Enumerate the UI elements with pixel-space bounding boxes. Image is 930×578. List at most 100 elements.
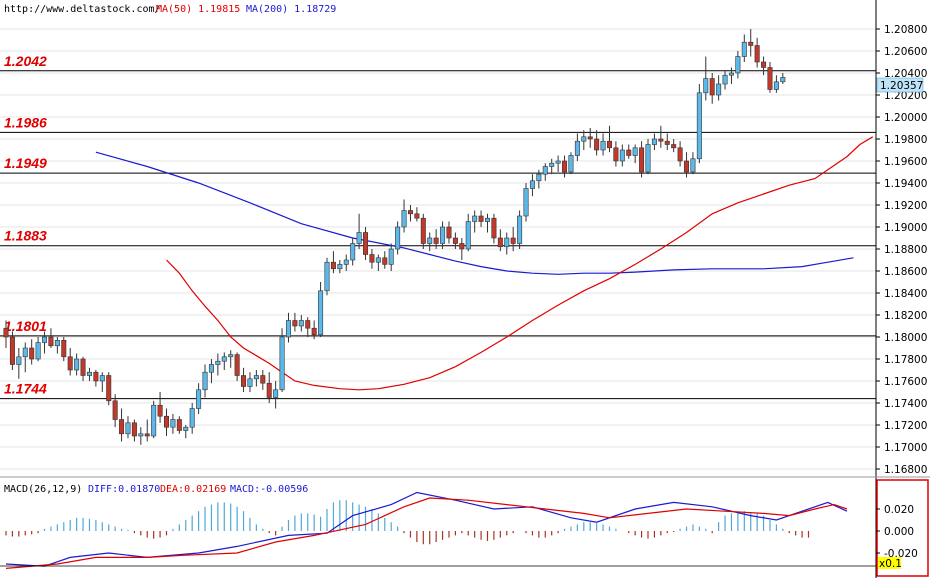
bull-candle-body — [690, 158, 696, 173]
candle — [754, 37, 760, 68]
candle — [54, 337, 60, 354]
bull-candle-body — [22, 347, 28, 358]
candle — [735, 51, 741, 79]
price-tick-label: 1.18600 — [884, 266, 927, 278]
price-tick-label: 1.19000 — [884, 222, 927, 234]
bear-candle-body — [613, 147, 619, 162]
candle — [587, 128, 593, 148]
candle — [119, 408, 125, 442]
bear-candle-body — [478, 215, 484, 222]
macd-tick-label: 0.000 — [884, 526, 914, 538]
candle — [125, 416, 131, 439]
candle — [581, 130, 587, 150]
price-tick-label: 1.20000 — [884, 112, 927, 124]
macd-value-readout: MACD:-0.00596 — [230, 484, 308, 495]
price-tick-label: 1.20600 — [884, 46, 927, 58]
candle — [427, 232, 433, 252]
macd-axis-ticks: 0.0200.000-0.020 — [876, 504, 918, 560]
bear-candle-body — [382, 257, 388, 265]
candle — [523, 183, 529, 222]
candle — [510, 227, 516, 252]
bear-candle-body — [664, 140, 670, 145]
candle — [761, 56, 767, 76]
macd-diff-line — [5, 491, 848, 567]
price-axis-ticks: 1.20800 1.20600 1.20400 1.20200 1.20000 1.198… — [876, 24, 927, 476]
bull-candle-body — [427, 237, 433, 244]
bear-candle-body — [446, 226, 452, 239]
bull-candle-body — [138, 433, 144, 437]
bull-candle-body — [568, 155, 574, 173]
macd-tick-label: 0.020 — [884, 504, 914, 516]
macd-scale-badge — [878, 557, 901, 569]
bull-candle-body — [741, 41, 747, 57]
candle — [330, 251, 336, 274]
bear-candle-body — [407, 210, 413, 215]
candle — [388, 243, 394, 271]
candle — [279, 328, 285, 392]
candle — [292, 312, 298, 332]
bear-candle-body — [330, 261, 336, 270]
price-tick-label: 1.16800 — [884, 464, 927, 476]
candle — [151, 400, 157, 439]
price-tick-label: 1.17000 — [884, 442, 927, 454]
bear-candle-body — [433, 237, 439, 244]
candle — [549, 158, 555, 175]
candle — [35, 337, 41, 362]
candle — [395, 221, 401, 255]
dea-label: DEA: — [160, 484, 184, 495]
candle — [80, 356, 86, 381]
candle — [459, 238, 465, 260]
price-tick-label: 1.19400 — [884, 178, 927, 190]
bull-candle-body — [273, 389, 279, 398]
bull-candle-body — [619, 149, 625, 162]
macd-dea-line — [5, 497, 848, 569]
macd-diff-readout: DIFF:0.01870 — [88, 484, 160, 495]
candle — [363, 227, 369, 260]
candle — [497, 229, 503, 252]
bull-candle-body — [170, 419, 176, 428]
candle — [645, 139, 651, 175]
bull-candle-body — [472, 215, 478, 222]
candle — [722, 70, 728, 90]
bear-candle-body — [292, 320, 298, 327]
bull-candle-body — [221, 356, 227, 362]
price-tick-label: 1.19800 — [884, 134, 927, 146]
candle — [343, 254, 349, 271]
candle — [74, 353, 80, 376]
candle — [298, 315, 304, 332]
bull-candle-body — [536, 173, 542, 182]
price-tick-label: 1.19600 — [884, 156, 927, 168]
macd-scale-label: x0.1 — [879, 558, 902, 570]
candle — [709, 73, 715, 104]
candle — [491, 213, 497, 244]
candle — [61, 337, 67, 362]
candle — [536, 169, 542, 189]
candle — [529, 174, 535, 197]
bull-candle-body — [728, 72, 734, 76]
bull-candle-body — [99, 375, 105, 382]
bear-candle-body — [260, 375, 266, 384]
bear-candle-body — [626, 149, 632, 156]
candle — [452, 232, 458, 249]
bear-candle-body — [176, 419, 182, 431]
ma50-line — [166, 136, 874, 391]
bull-candle-body — [504, 237, 510, 248]
price-tick-label: 1.20400 — [884, 68, 927, 80]
candle — [517, 210, 523, 249]
bear-candle-body — [157, 404, 163, 417]
candle — [613, 141, 619, 167]
bull-candle-body — [202, 371, 208, 391]
bull-candle-body — [773, 81, 779, 90]
candle — [266, 372, 272, 403]
bear-candle-body — [587, 136, 593, 140]
candle — [337, 260, 343, 274]
bear-candle-body — [684, 160, 690, 173]
bull-candle-body — [54, 339, 60, 347]
candle — [420, 213, 426, 249]
candle — [93, 370, 99, 387]
candle — [433, 229, 439, 249]
candle — [606, 125, 612, 153]
level-label: 1.1949 — [4, 155, 47, 171]
candle — [86, 367, 92, 381]
